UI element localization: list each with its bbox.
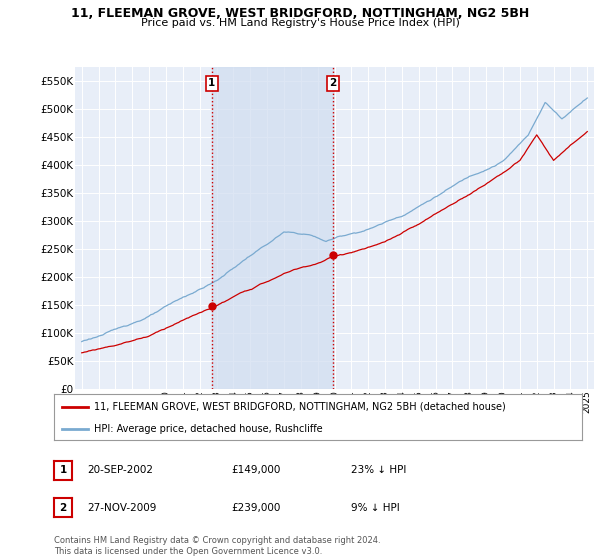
Text: Price paid vs. HM Land Registry's House Price Index (HPI): Price paid vs. HM Land Registry's House … xyxy=(140,18,460,29)
Text: 27-NOV-2009: 27-NOV-2009 xyxy=(87,503,157,513)
Text: Contains HM Land Registry data © Crown copyright and database right 2024.
This d: Contains HM Land Registry data © Crown c… xyxy=(54,536,380,556)
Text: 11, FLEEMAN GROVE, WEST BRIDGFORD, NOTTINGHAM, NG2 5BH (detached house): 11, FLEEMAN GROVE, WEST BRIDGFORD, NOTTI… xyxy=(94,402,505,412)
Text: 2: 2 xyxy=(59,503,67,513)
Text: 23% ↓ HPI: 23% ↓ HPI xyxy=(351,465,406,475)
Text: 1: 1 xyxy=(59,465,67,475)
Text: 2: 2 xyxy=(329,78,337,88)
Text: 9% ↓ HPI: 9% ↓ HPI xyxy=(351,503,400,513)
Bar xyxy=(212,67,333,389)
Text: £149,000: £149,000 xyxy=(231,465,280,475)
Text: HPI: Average price, detached house, Rushcliffe: HPI: Average price, detached house, Rush… xyxy=(94,424,322,435)
Text: 20-SEP-2002: 20-SEP-2002 xyxy=(87,465,153,475)
Text: £239,000: £239,000 xyxy=(231,503,280,513)
Text: 1: 1 xyxy=(208,78,215,88)
Text: 11, FLEEMAN GROVE, WEST BRIDGFORD, NOTTINGHAM, NG2 5BH: 11, FLEEMAN GROVE, WEST BRIDGFORD, NOTTI… xyxy=(71,7,529,20)
